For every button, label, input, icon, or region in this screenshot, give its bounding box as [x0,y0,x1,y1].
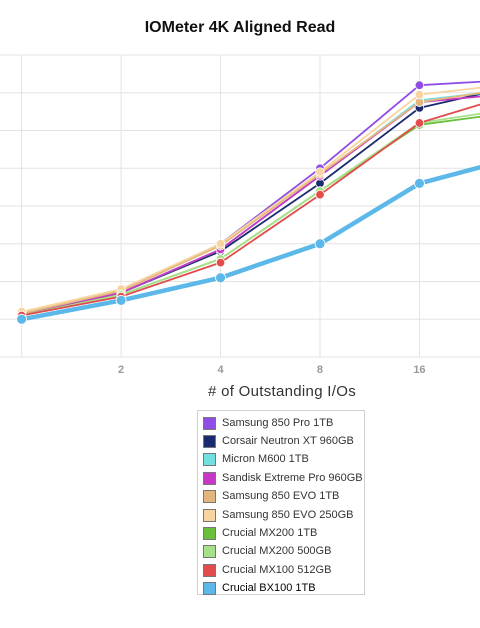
chart-title: IOMeter 4K Aligned Read [144,19,336,36]
legend-label: Samsung 850 EVO 1TB [222,490,340,503]
legend-swatch [203,453,216,467]
x-tick-label: 16 [413,364,425,376]
data-point [414,89,425,100]
series-line [20,115,480,317]
series-crucial-mx200-1tb [16,115,480,321]
legend-label: Micron M600 1TB [222,453,309,466]
data-point [414,80,425,90]
series-sandisk-extreme-pro-960gb [16,95,480,321]
legend-swatch [203,527,216,541]
data-point [215,257,226,268]
legend-item: Samsung 850 EVO 1TB [203,488,364,506]
series-crucial-mx100-512gb [16,103,480,321]
x-tick-label: 8 [317,364,323,376]
legend-item: Crucial BX100 1TB [203,580,364,598]
legend-item: Crucial MX200 1TB [203,524,364,542]
data-point [315,189,325,200]
grid [0,54,480,358]
x-tick-label: 2 [118,364,124,376]
legend-item: Crucial MX200 500GB [203,543,364,561]
data-point [414,118,425,128]
series-crucial-bx100-1tb [16,164,480,325]
legend-label: Corsair Neutron XT 960GB [222,435,354,448]
legend-label: Crucial BX100 1TB [222,582,316,595]
legend-swatch [203,582,216,596]
legend-swatch [203,435,216,449]
legend-swatch [203,508,216,522]
series-line [20,103,480,317]
series-samsung-850-pro-1tb [16,80,480,321]
x-axis-ticks: 2 4 8 16 [118,364,426,376]
legend-item: Sandisk Extreme Pro 960GB [203,469,364,487]
legend-item: Micron M600 1TB [203,451,364,469]
series-samsung-850-evo-1tb [16,92,480,319]
series-line [20,95,480,317]
series-line [20,86,480,313]
legend-swatch [203,545,216,559]
series-line [19,164,480,322]
legend-swatch [203,563,216,577]
legend-label: Crucial MX100 512GB [222,563,332,576]
legend: Samsung 850 Pro 1TB Corsair Neutron XT 96… [197,410,365,598]
x-tick-label: 4 [217,364,224,376]
data-point [315,167,325,177]
legend-item: Samsung 850 Pro 1TB [203,414,364,432]
series-line [20,92,480,315]
legend-item: Corsair Neutron XT 960GB [203,432,364,450]
data-point [414,177,425,189]
series-line [20,93,480,317]
x-axis-label: # of Outstanding I/Os [207,383,357,400]
data-point [16,313,28,325]
legend-label: Samsung 850 Pro 1TB [222,416,334,429]
data-point [314,238,326,250]
data-point [215,239,226,249]
data-point [115,294,127,306]
series-crucial-mx200-500gb [16,112,480,321]
series-corsair-neutron-xt-960gb [16,93,480,321]
legend-item: Crucial MX100 512GB [203,561,364,579]
legend-swatch [203,490,216,504]
legend-label: Crucial MX200 500GB [222,545,332,558]
legend-label: Crucial MX200 1TB [222,527,318,540]
legend-item: Samsung 850 EVO 250GB [203,506,364,524]
data-point [215,272,226,284]
series-lines [16,80,480,325]
series-micron-m600-1tb [16,92,480,321]
legend-label: Samsung 850 EVO 250GB [222,508,354,521]
legend-label: Sandisk Extreme Pro 960GB [222,471,363,484]
series-line [20,112,480,317]
legend-swatch [203,471,216,485]
legend-swatch [203,416,216,430]
